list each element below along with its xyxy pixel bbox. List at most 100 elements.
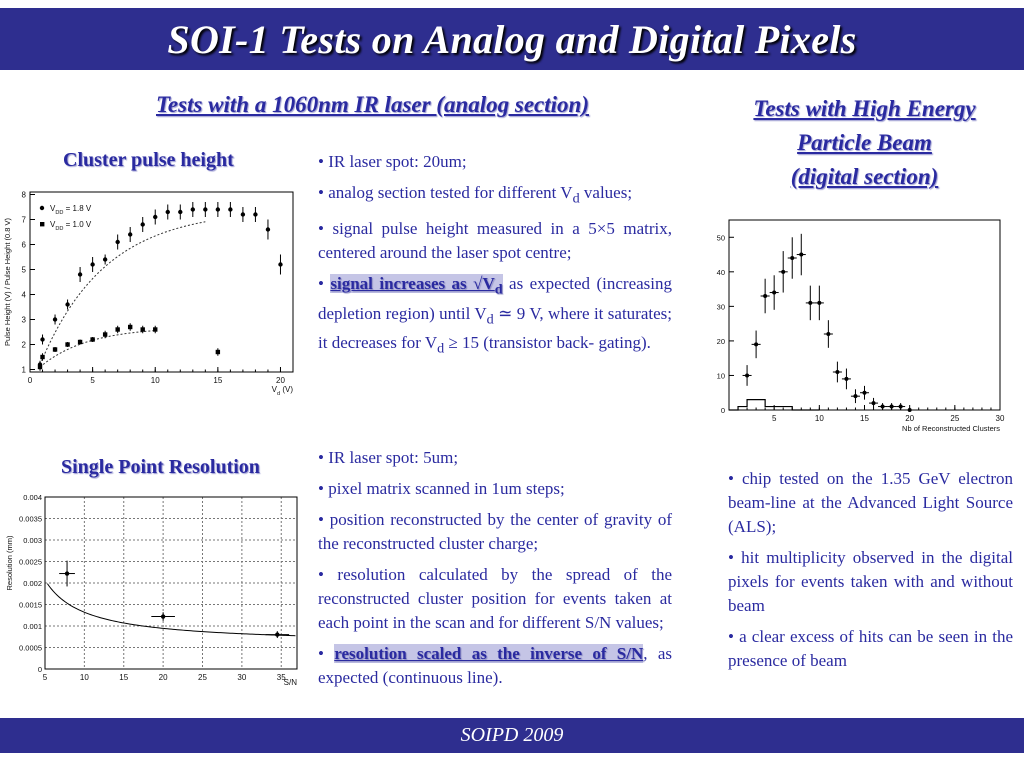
data-point [835,370,840,374]
x-tick-label: 20 [276,376,285,385]
y-tick-label: 1 [22,366,27,375]
y-tick-label: 6 [22,241,27,250]
x-tick-label: 5 [43,673,48,682]
x-tick-label: 10 [815,414,824,423]
x-tick-label: 30 [237,673,246,682]
data-point [240,212,246,217]
y-tick-label: 4 [22,291,27,300]
bullet-item: resolution scaled as the inverse of S/N,… [318,642,672,690]
data-point [40,337,45,342]
plot-frame [728,219,1001,411]
right-heading-line-2: Particle Beam [797,130,932,155]
data-point [907,408,912,412]
data-point [817,300,822,305]
data-point [178,209,183,215]
single-point-resolution-label: Single Point Resolution [61,456,260,478]
y-tick-label: 50 [717,233,725,242]
data-point [65,302,70,307]
x-tick-label: 10 [80,673,89,682]
plot-frame [29,191,294,373]
data-point [40,354,45,360]
y-tick-label: 0.0015 [19,601,42,610]
right-section-heading: Tests with High Energy Particle Beam (di… [712,92,1017,194]
y-tick-label: 0.003 [23,536,42,545]
data-point [64,571,70,576]
data-point [127,324,133,330]
data-point [278,262,283,267]
data-point [160,614,166,619]
x-axis-label: Vd (V) [272,385,294,395]
data-point [790,256,795,260]
data-point [215,207,221,212]
data-point [65,342,70,347]
inverse-fit-line [46,583,296,637]
x-tick-label: 15 [119,673,128,682]
data-point [763,294,768,298]
data-point [772,290,777,295]
data-point [228,207,233,212]
right-heading-line-3: (digital section) [790,164,939,189]
data-point [203,207,208,212]
x-tick-label: 25 [950,414,959,423]
x-axis-label: Nb of Reconstructed Clusters [902,424,1000,433]
legend-label: VDD = 1.8 V [50,204,92,216]
no-beam-histogram [729,399,820,411]
data-point [853,394,858,399]
plot-frame [44,496,298,670]
x-tick-label: 5 [90,376,95,385]
data-point [52,347,58,352]
y-tick-label: 10 [717,371,725,380]
series-2-fit-line [39,330,156,368]
data-point [153,214,158,220]
data-point [880,404,885,409]
data-point [275,632,280,637]
y-axis-label: Resolution (mm) [5,535,14,591]
bullet-item: signal pulse height measured in a 5×5 ma… [318,217,672,265]
data-point [265,227,271,232]
data-point [745,373,750,378]
y-tick-label: 7 [22,216,27,225]
data-point [90,337,95,342]
data-point [862,390,867,395]
legend-marker [39,205,45,211]
data-point [808,300,813,305]
bullet-item: chip tested on the 1.35 GeV electron bea… [728,467,1013,539]
y-tick-label: 0 [721,406,725,415]
data-point [153,327,158,332]
slide-title: SOI-1 Tests on Analog and Digital Pixels [167,16,857,62]
x-tick-label: 0 [28,376,33,385]
data-point [37,364,43,370]
y-axis-label: Pulse Height (V) / Pulse Height (0.8 V) [3,218,12,346]
footer-text: SOIPD 2009 [460,724,564,746]
data-point [140,222,145,227]
y-tick-label: 0.001 [23,622,42,631]
pulse-height-chart: 0 5 10 15 20 1 2 3 4 5 6 7 8 Pulse Height (V) / Pulse… [3,191,294,395]
x-axis-label: S/N [284,678,298,687]
x-tick-label: 10 [151,376,160,385]
footer-bar: SOIPD 2009 [0,718,1024,753]
y-tick-label: 0.002 [23,579,42,588]
series-1-fit-line [39,221,206,365]
y-tick-label: 8 [22,191,27,200]
data-point [215,349,221,355]
legend-marker [40,222,45,227]
data-point [102,257,108,262]
bullet-item: IR laser spot: 20um; [318,150,672,174]
laser-20um-bullets: IR laser spot: 20um; analog section test… [318,150,672,368]
x-tick-label: 25 [198,673,207,682]
bullet-item: analog section tested for different Vd v… [318,181,672,210]
data-point [898,404,903,409]
x-tick-label: 20 [159,673,168,682]
data-point [889,404,894,409]
bullet-item: a clear excess of hits can be seen in th… [728,625,1013,673]
y-tick-label: 0.0035 [19,515,42,524]
y-tick-label: 0 [38,665,42,674]
data-point [127,232,133,237]
y-tick-label: 5 [22,266,27,275]
x-tick-label: 15 [860,414,869,423]
data-point [102,332,108,337]
data-point [799,252,804,257]
y-tick-label: 20 [717,337,725,346]
data-point [871,401,876,406]
data-point [77,272,83,277]
